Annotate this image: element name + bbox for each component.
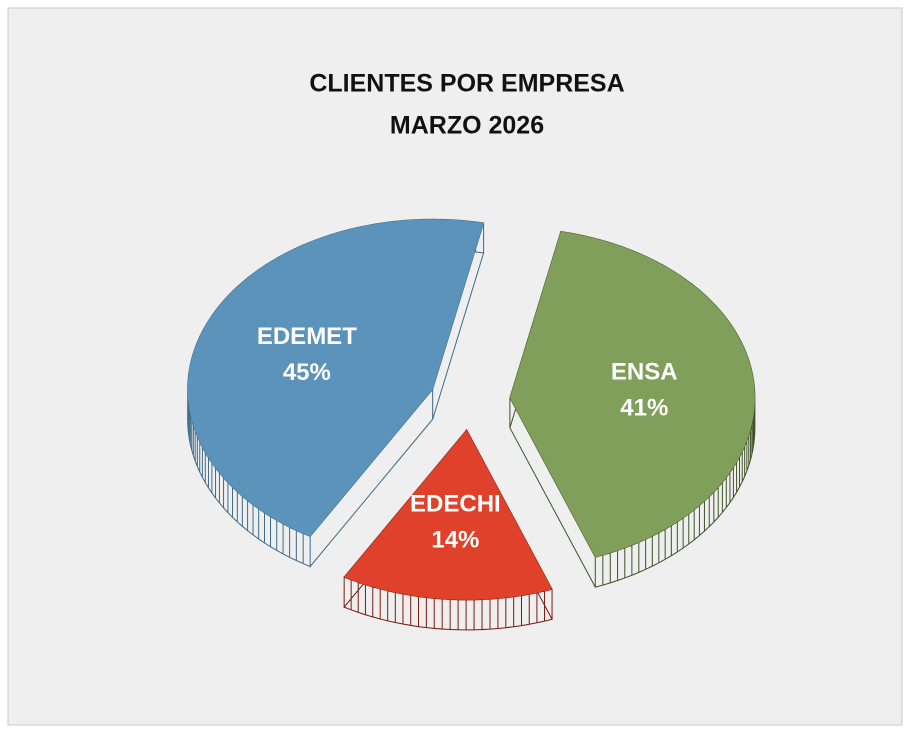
slice xyxy=(344,429,553,600)
slice xyxy=(509,231,755,558)
chart-title: CLIENTES POR EMPRESA xyxy=(309,70,624,98)
slice-value-label: 14% xyxy=(431,526,479,553)
slice-label: EDEMET xyxy=(257,323,357,350)
slice-value-label: 41% xyxy=(620,394,668,421)
slice-value-label: 45% xyxy=(283,359,331,386)
slice-label: ENSA xyxy=(611,358,678,385)
chart-background xyxy=(7,7,903,726)
slice-label: EDECHI xyxy=(410,490,501,517)
slice xyxy=(187,219,484,537)
chart-subtitle: MARZO 2026 xyxy=(390,112,544,140)
